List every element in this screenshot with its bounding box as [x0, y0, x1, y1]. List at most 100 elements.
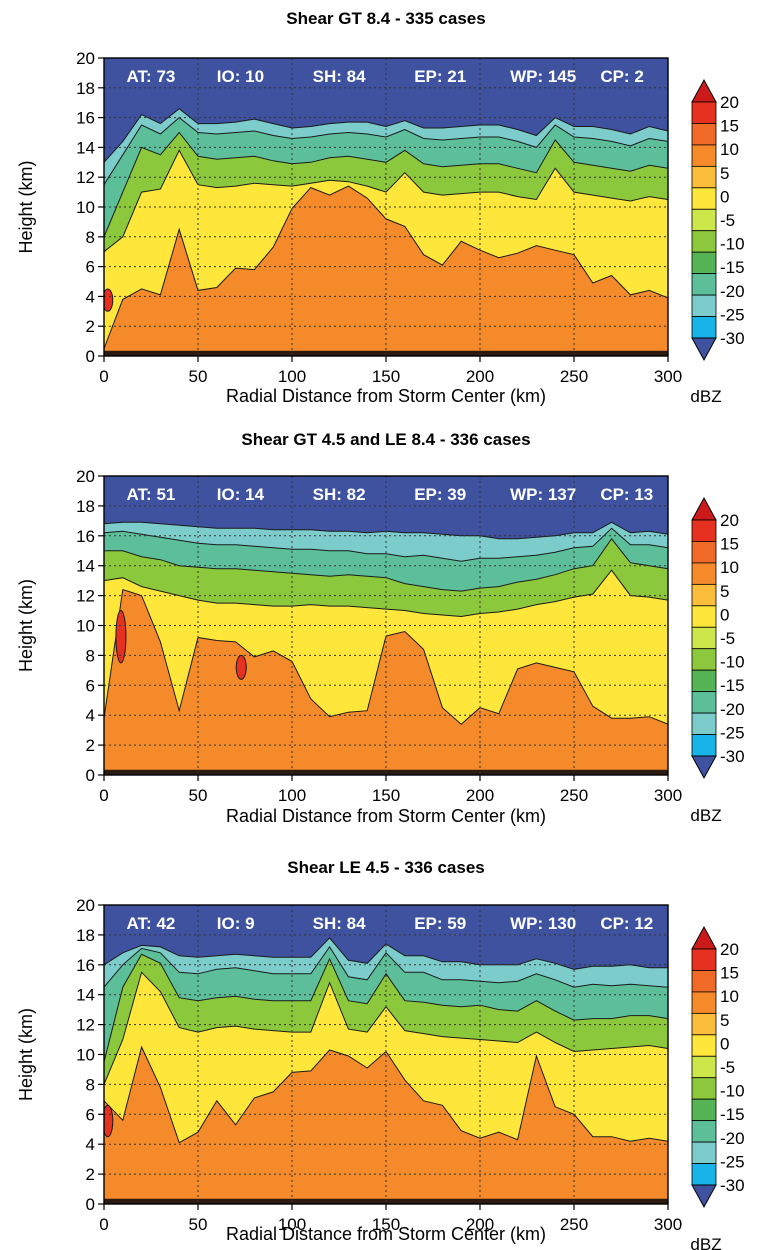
chart-title: Shear GT 8.4 - 335 cases	[286, 9, 485, 28]
x-tick-label: 150	[372, 367, 400, 386]
stats-annotations: AT: 51 IO: 14 SH: 82 EP: 39 WP: 137 CP: 13	[127, 485, 654, 504]
x-axis: 0 50 100 150 200 250 300	[99, 356, 682, 386]
colorbar-level-label: -30	[720, 747, 745, 766]
colorbar-swatch	[691, 230, 717, 253]
y-tick-label: 16	[76, 527, 95, 546]
colorbar-swatch	[691, 251, 717, 275]
colorbar-lower-extension	[691, 1184, 717, 1209]
x-tick-label: 50	[189, 367, 208, 386]
colorbar-units-label: dBZ	[690, 1235, 721, 1250]
y-tick-label: 2	[86, 317, 95, 336]
chart-panel-2: AT: 51 IO: 14 SH: 82 EP: 39 WP: 137 CP: 130 50…	[16, 430, 745, 826]
stat-label: IO: 9	[217, 914, 255, 933]
colorbar-swatch	[691, 1012, 717, 1036]
colorbar-level-label: -30	[720, 329, 745, 348]
stat-label: EP: 59	[414, 914, 466, 933]
colorbar-level-label: -10	[720, 1082, 745, 1101]
stat-label: IO: 14	[217, 485, 265, 504]
colorbar: 20 15 10 5 0 -5 -10 -15 -20 -25 -30 dBZ	[690, 496, 745, 825]
colorbar-swatch	[691, 712, 717, 735]
x-tick-label: 200	[466, 786, 494, 805]
y-tick-label: 8	[86, 228, 95, 247]
reflectivity-core-1	[104, 1104, 114, 1138]
colorbar-lower-extension	[691, 337, 717, 362]
y-tick-label: 16	[76, 956, 95, 975]
y-tick-label: 4	[86, 706, 95, 725]
y-tick-label: 0	[86, 1195, 95, 1214]
colorbar-swatch	[691, 1034, 717, 1057]
x-axis-label: Radial Distance from Storm Center (km)	[226, 806, 546, 826]
y-tick-label: 10	[76, 617, 95, 636]
colorbar-level-label: -15	[720, 1105, 745, 1124]
y-tick-label: 10	[76, 1046, 95, 1065]
y-tick-label: 20	[76, 49, 95, 68]
chart-title: Shear GT 4.5 and LE 8.4 - 336 cases	[241, 430, 530, 449]
plot-area	[104, 905, 668, 1204]
colorbar-swatch	[691, 187, 717, 210]
y-tick-label: 18	[76, 79, 95, 98]
chart-panel-3: AT: 42 IO: 9 SH: 84 EP: 59 WP: 130 CP: 120 50 1…	[16, 858, 745, 1250]
stat-label: EP: 21	[414, 67, 466, 86]
x-tick-label: 50	[189, 786, 208, 805]
y-tick-label: 20	[76, 467, 95, 486]
colorbar-level-label: -25	[720, 723, 745, 742]
y-tick-label: 20	[76, 896, 95, 915]
x-tick-label: 0	[99, 1215, 108, 1234]
x-tick-label: 250	[560, 786, 588, 805]
stat-label: AT: 51	[127, 485, 176, 504]
chart-title: Shear LE 4.5 - 336 cases	[287, 858, 485, 877]
y-tick-label: 2	[86, 1165, 95, 1184]
colorbar-level-label: 5	[720, 1011, 729, 1030]
colorbar-level-label: -5	[720, 1058, 735, 1077]
colorbar-swatch	[691, 948, 717, 971]
colorbar-level-label: 15	[720, 535, 739, 554]
colorbar-level-label: -5	[720, 211, 735, 230]
colorbar-upper-extension	[691, 925, 717, 950]
colorbar-swatch	[691, 669, 717, 693]
stat-label: CP: 13	[600, 485, 653, 504]
stat-label: EP: 39	[414, 485, 466, 504]
colorbar: 20 15 10 5 0 -5 -10 -15 -20 -25 -30 dBZ	[690, 78, 745, 406]
x-axis-label: Radial Distance from Storm Center (km)	[226, 1224, 546, 1244]
colorbar-swatch	[691, 541, 717, 564]
colorbar-level-label: -15	[720, 258, 745, 277]
reflectivity-core-2	[235, 654, 247, 680]
colorbar-level-label: -15	[720, 676, 745, 695]
colorbar-swatch	[691, 1120, 717, 1143]
y-tick-label: 8	[86, 1075, 95, 1094]
y-tick-label: 6	[86, 676, 95, 695]
stat-label: WP: 130	[510, 914, 576, 933]
colorbar-level-label: 20	[720, 93, 739, 112]
chart-panel-1: AT: 73 IO: 10 SH: 84 EP: 21 WP: 145 CP: 20 50 1…	[16, 9, 745, 406]
colorbar-swatch	[691, 165, 717, 189]
x-tick-label: 300	[654, 786, 682, 805]
x-tick-label: 200	[466, 367, 494, 386]
y-tick-label: 16	[76, 109, 95, 128]
colorbar-level-label: 5	[720, 164, 729, 183]
y-axis: 0 2 4 6 8 10 12 14 16 18 20	[76, 896, 104, 1214]
colorbar: 20 15 10 5 0 -5 -10 -15 -20 -25 -30 dBZ	[690, 925, 745, 1250]
colorbar-level-label: 0	[720, 1034, 729, 1053]
colorbar-units-label: dBZ	[690, 806, 721, 825]
colorbar-swatch	[691, 1163, 717, 1186]
y-axis-label: Height (km)	[16, 1008, 36, 1101]
colorbar-level-label: -5	[720, 629, 735, 648]
colorbar-level-label: -10	[720, 235, 745, 254]
colorbar-level-label: 10	[720, 987, 739, 1006]
y-axis: 0 2 4 6 8 10 12 14 16 18 20	[76, 467, 104, 785]
y-axis-label: Height (km)	[16, 579, 36, 672]
reflectivity-core-1	[115, 610, 127, 664]
stat-label: AT: 42	[127, 914, 176, 933]
stats-annotations: AT: 42 IO: 9 SH: 84 EP: 59 WP: 130 CP: 12	[127, 914, 654, 933]
colorbar-swatch	[691, 316, 717, 339]
colorbar-swatch	[691, 294, 717, 317]
x-tick-label: 150	[372, 1215, 400, 1234]
x-axis-label: Radial Distance from Storm Center (km)	[226, 386, 546, 406]
colorbar-swatch	[691, 583, 717, 607]
colorbar-level-label: 15	[720, 117, 739, 136]
colorbar-level-label: -20	[720, 1129, 745, 1148]
x-tick-label: 250	[560, 367, 588, 386]
y-tick-label: 14	[76, 557, 95, 576]
colorbar-level-label: 15	[720, 964, 739, 983]
y-tick-label: 14	[76, 138, 95, 157]
